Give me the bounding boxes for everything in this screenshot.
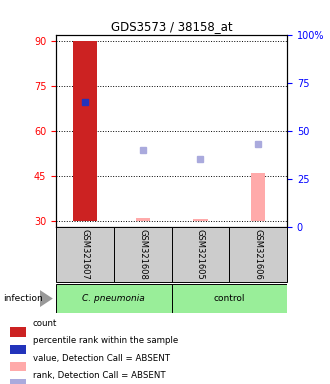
Text: percentile rank within the sample: percentile rank within the sample xyxy=(33,336,178,345)
Bar xyxy=(251,172,265,220)
Bar xyxy=(10,362,26,371)
Bar xyxy=(114,227,172,282)
Bar xyxy=(172,227,229,282)
Bar xyxy=(229,227,287,282)
Text: control: control xyxy=(214,294,245,303)
Text: count: count xyxy=(33,319,57,328)
Text: GSM321606: GSM321606 xyxy=(254,229,263,280)
Bar xyxy=(10,379,26,384)
Bar xyxy=(10,344,26,354)
Bar xyxy=(56,284,172,313)
Text: C. pneumonia: C. pneumonia xyxy=(82,294,145,303)
Text: GSM321608: GSM321608 xyxy=(138,229,147,280)
Text: rank, Detection Call = ABSENT: rank, Detection Call = ABSENT xyxy=(33,371,165,380)
Text: value, Detection Call = ABSENT: value, Detection Call = ABSENT xyxy=(33,354,170,362)
Text: GSM321607: GSM321607 xyxy=(81,229,89,280)
Title: GDS3573 / 38158_at: GDS3573 / 38158_at xyxy=(111,20,232,33)
Bar xyxy=(172,284,287,313)
Polygon shape xyxy=(40,290,53,307)
Bar xyxy=(10,327,26,337)
Bar xyxy=(193,219,208,220)
Text: infection: infection xyxy=(3,294,43,303)
Text: GSM321605: GSM321605 xyxy=(196,229,205,280)
Bar xyxy=(136,218,150,220)
Bar xyxy=(74,41,97,220)
Bar xyxy=(56,227,114,282)
